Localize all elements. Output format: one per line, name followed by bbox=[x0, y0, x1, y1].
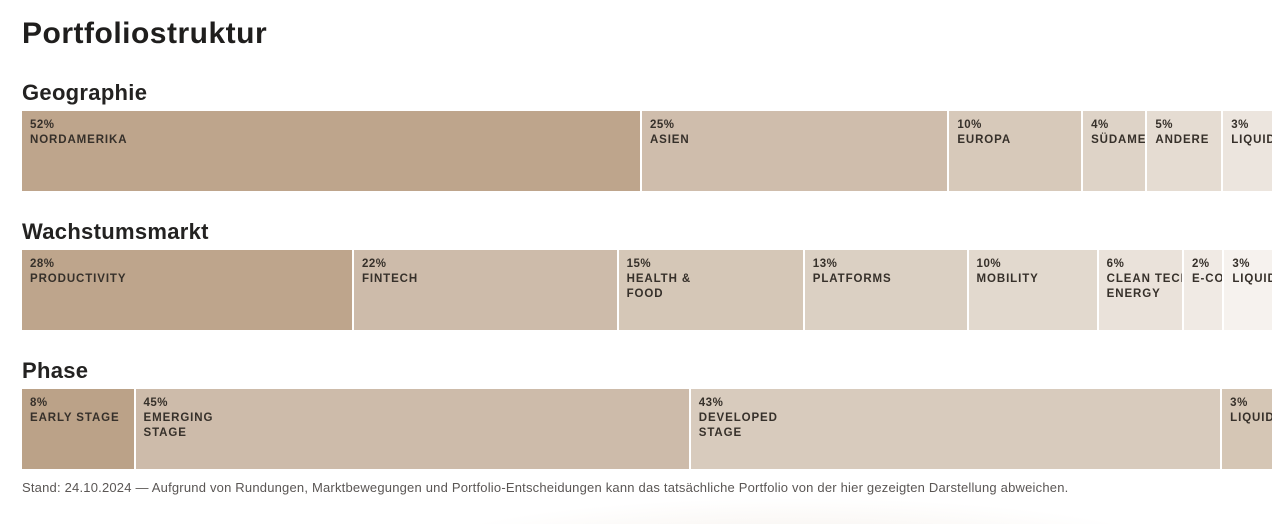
bar-segment-emerging-stage: 45% EMERGING STAGE bbox=[135, 389, 689, 469]
segment-percent: 43% bbox=[698, 397, 724, 409]
bar-segment-andere: 5% ANDERE bbox=[1147, 111, 1222, 191]
bar-segment-liquidit-t: 3% LIQUIDITÄT bbox=[1222, 389, 1272, 469]
segment-name: DEVELOPED STAGE bbox=[698, 412, 778, 439]
segment-percent: 25% bbox=[649, 119, 675, 131]
chart-section-geographie: Geographie 52% NORDAMERIKA 25% ASIEN 10% EUROP… bbox=[22, 80, 1272, 191]
section-heading: Geographie bbox=[22, 80, 148, 105]
segment-name: MOBILITY bbox=[976, 273, 1039, 285]
segment-percent: 3% bbox=[1232, 258, 1250, 270]
segment-percent: 4% bbox=[1091, 119, 1109, 131]
segment-percent: 45% bbox=[143, 397, 169, 409]
segment-name: SÜDAMERIKA bbox=[1091, 134, 1146, 146]
bar-segment-productivity: 28% PRODUCTIVITY bbox=[22, 250, 352, 330]
segment-percent: 8% bbox=[30, 397, 48, 409]
bar-segment-health-food: 15% HEALTH & FOOD bbox=[618, 250, 803, 330]
section-heading: Phase bbox=[22, 358, 89, 383]
segment-name: E-COMMERCE bbox=[1191, 273, 1223, 285]
segment-name: LIQUIDITÄT bbox=[1231, 134, 1272, 146]
segment-name: EARLY STAGE bbox=[30, 412, 120, 424]
section-heading: Wachstumsmarkt bbox=[22, 219, 209, 244]
stacked-bar-wachstumsmarkt: 28% PRODUCTIVITY 22% FINTECH 15% HEALTH & FOO… bbox=[22, 250, 1272, 330]
bar-segment-platforms: 13% PLATFORMS bbox=[804, 250, 967, 330]
bar-segment-nordamerika: 52% NORDAMERIKA bbox=[22, 111, 640, 191]
segment-name: PLATFORMS bbox=[812, 273, 892, 285]
bar-segment-developed-stage: 43% DEVELOPED STAGE bbox=[690, 389, 1221, 469]
segment-name: ASIEN bbox=[649, 134, 690, 146]
segment-name: HEALTH & FOOD bbox=[626, 273, 692, 300]
segment-percent: 13% bbox=[812, 258, 838, 270]
segment-percent: 10% bbox=[957, 119, 982, 131]
stacked-bar-geographie: 52% NORDAMERIKA 25% ASIEN 10% EUROPA 4% SÜDAMER… bbox=[22, 111, 1272, 191]
segment-percent: 22% bbox=[361, 258, 387, 270]
segment-name: LIQUIDITÄT bbox=[1232, 273, 1272, 285]
bar-segment-liquidit-t: 3% LIQUIDITÄT bbox=[1223, 111, 1272, 191]
bar-segment-fintech: 22% FINTECH bbox=[353, 250, 617, 330]
bar-segment-europa: 10% EUROPA bbox=[949, 111, 1082, 191]
segment-name: EMERGING STAGE bbox=[143, 412, 214, 439]
segment-name: FINTECH bbox=[361, 273, 419, 285]
segment-name: CLEAN TECH & ENERGY bbox=[1106, 273, 1182, 300]
bar-segment-s-damerika: 4% SÜDAMERIKA bbox=[1083, 111, 1146, 191]
charts-container: Geographie 52% NORDAMERIKA 25% ASIEN 10% EUROP… bbox=[22, 80, 1272, 469]
segment-percent: 3% bbox=[1231, 119, 1249, 131]
bar-segment-mobility: 10% MOBILITY bbox=[968, 250, 1097, 330]
chart-section-wachstumsmarkt: Wachstumsmarkt 28% PRODUCTIVITY 22% FINTECH 1… bbox=[22, 219, 1272, 330]
bar-segment-e-commerce: 2% E-COMMERCE bbox=[1183, 250, 1223, 330]
bar-segment-asien: 25% ASIEN bbox=[641, 111, 948, 191]
segment-percent: 6% bbox=[1106, 258, 1125, 270]
segment-name: EUROPA bbox=[957, 134, 1012, 146]
bar-segment-clean-tech-energy: 6% CLEAN TECH & ENERGY bbox=[1098, 250, 1182, 330]
segment-percent: 15% bbox=[626, 258, 652, 270]
segment-percent: 5% bbox=[1155, 119, 1173, 131]
segment-percent: 28% bbox=[30, 258, 55, 270]
bar-segment-liquidit-t: 3% LIQUIDITÄT bbox=[1224, 250, 1272, 330]
segment-percent: 3% bbox=[1230, 397, 1248, 409]
chart-section-phase: Phase 8% EARLY STAGE 45% EMERGING STAGE 43% DE… bbox=[22, 358, 1272, 469]
segment-name: PRODUCTIVITY bbox=[30, 273, 127, 285]
page-title: Portfoliostruktur bbox=[22, 17, 268, 50]
segment-percent: 52% bbox=[30, 119, 55, 131]
footnote: Stand: 24.10.2024 — Aufgrund von Rundung… bbox=[22, 480, 1069, 495]
segment-percent: 10% bbox=[976, 258, 1002, 270]
segment-name: LIQUIDITÄT bbox=[1230, 412, 1272, 424]
stacked-bar-phase: 8% EARLY STAGE 45% EMERGING STAGE 43% DEVELOP… bbox=[22, 389, 1272, 469]
bar-segment-early-stage: 8% EARLY STAGE bbox=[22, 389, 134, 469]
segment-name: ANDERE bbox=[1155, 134, 1210, 146]
segment-percent: 2% bbox=[1191, 258, 1210, 270]
segment-name: NORDAMERIKA bbox=[30, 134, 128, 146]
